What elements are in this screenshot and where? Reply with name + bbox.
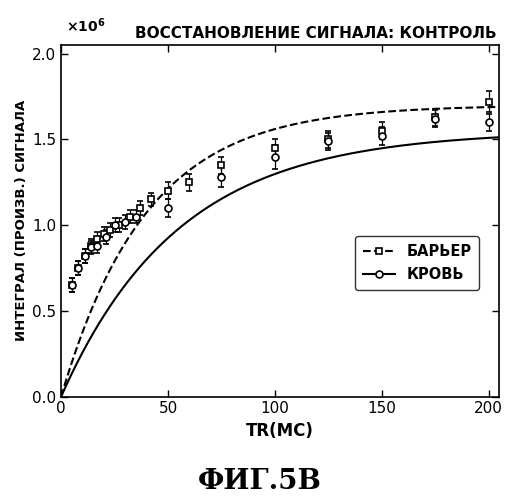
Y-axis label: ИНТЕГРАЛ (ПРОИЗВ.) СИГНАЛА: ИНТЕГРАЛ (ПРОИЗВ.) СИГНАЛА [15,100,28,342]
X-axis label: TR(МС): TR(МС) [247,422,314,440]
Text: $\mathbf{\times 10^6}$: $\mathbf{\times 10^6}$ [65,16,105,34]
Text: ФИГ.5В: ФИГ.5В [198,468,321,495]
Legend: БАРЬЕР, КРОВЬ: БАРЬЕР, КРОВЬ [356,236,479,290]
Text: ВОССТАНОВЛЕНИЕ СИГНАЛА: КОНТРОЛЬ: ВОССТАНОВЛЕНИЕ СИГНАЛА: КОНТРОЛЬ [134,26,496,41]
